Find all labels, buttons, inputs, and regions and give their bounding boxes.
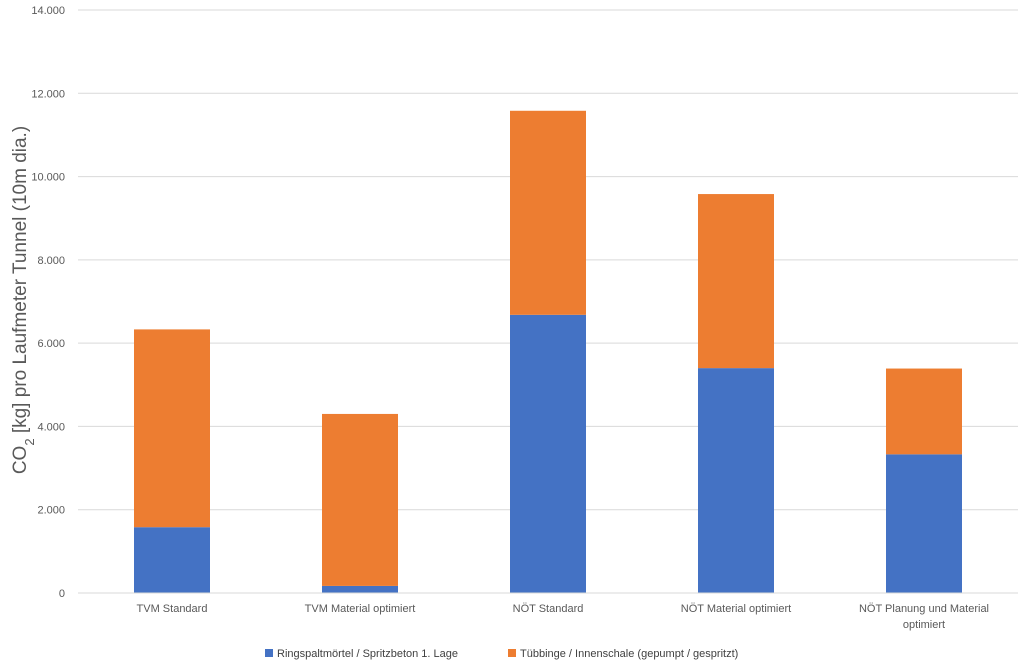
y-tick-label: 12.000 — [31, 88, 65, 100]
bar-segment-tuebbinge — [322, 413, 398, 586]
y-tick-label: 14.000 — [31, 5, 65, 17]
bar-segment-ringspaltmoertel — [886, 454, 962, 593]
x-category-label: TVM Material optimiert — [305, 603, 416, 615]
y-axis-label: CO2 [kg] pro Laufmeter Tunnel (10m dia.) — [10, 126, 37, 474]
bar-segment-tuebbinge — [698, 194, 774, 369]
y-axis-label-main: CO — [10, 446, 31, 475]
y-tick-label: 6.000 — [37, 338, 65, 350]
bar-segment-ringspaltmoertel — [698, 368, 774, 593]
x-category-label: optimiert — [903, 619, 945, 631]
x-axis-categories: TVM Standard TVM Material optimiert NÖT St… — [137, 603, 989, 631]
legend: Ringspaltmörtel / Spritzbeton 1. Lage Tüb… — [265, 648, 738, 660]
bar-segment-tuebbinge — [510, 110, 586, 315]
y-tick-label: 10.000 — [31, 172, 65, 184]
y-axis-ticks: 0 2.000 4.000 6.000 8.000 10.000 12.000 14.000 — [31, 5, 65, 600]
legend-swatch — [265, 649, 273, 657]
legend-label: Ringspaltmörtel / Spritzbeton 1. Lage — [277, 648, 458, 660]
bar-segment-ringspaltmoertel — [322, 585, 398, 593]
y-tick-label: 2.000 — [37, 505, 65, 517]
y-tick-label: 4.000 — [37, 421, 65, 433]
bar-segment-tuebbinge — [886, 368, 962, 455]
y-axis-label-rest: [kg] pro Laufmeter Tunnel (10m dia.) — [10, 126, 31, 439]
bar-segment-tuebbinge — [134, 329, 210, 528]
bar-segment-ringspaltmoertel — [510, 314, 586, 593]
x-category-label: NÖT Material optimiert — [681, 603, 791, 615]
legend-label: Tübbinge / Innenschale (gepumpt / gespri… — [520, 648, 738, 660]
legend-swatch — [508, 649, 516, 657]
x-category-label: NÖT Standard — [513, 603, 584, 615]
y-axis-label-subscript: 2 — [22, 438, 37, 445]
x-category-label: NÖT Planung und Material — [859, 603, 989, 615]
y-tick-label: 0 — [59, 588, 65, 600]
bar-segment-ringspaltmoertel — [134, 527, 210, 593]
x-category-label: TVM Standard — [137, 603, 208, 615]
y-tick-label: 8.000 — [37, 255, 65, 267]
bars — [134, 110, 962, 593]
